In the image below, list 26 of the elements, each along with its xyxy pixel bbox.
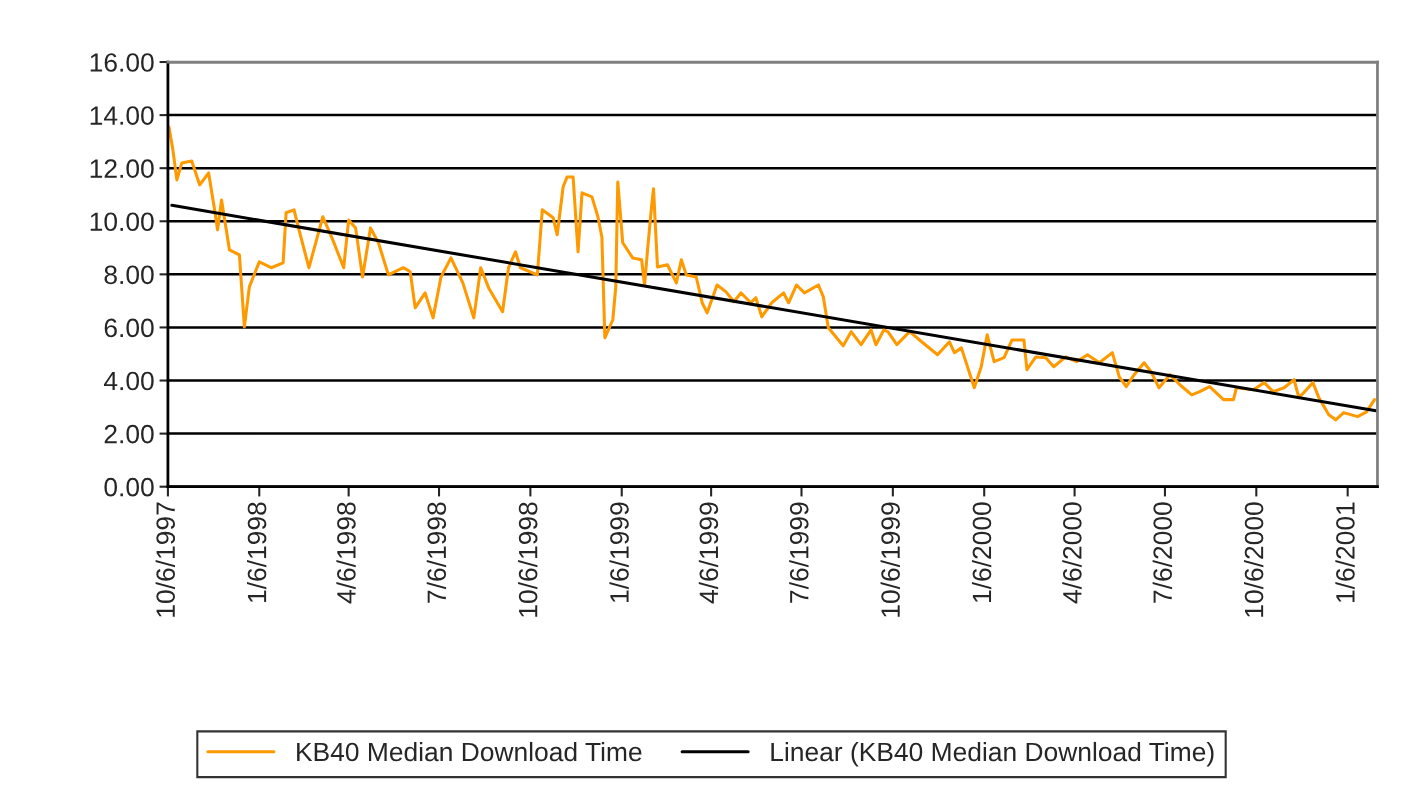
legend-label: Linear (KB40 Median Download Time) (771, 741, 1214, 767)
line-series (167, 125, 1377, 422)
x-tick-label: 1/6/2001 (1335, 502, 1355, 602)
x-tick-label: 7/6/1999 (789, 502, 809, 603)
y-tick-label: 8.00 (104, 265, 154, 285)
y-tick-label: 14.00 (90, 106, 154, 125)
x-tick-label: 4/6/1999 (698, 502, 719, 604)
y-tick-label: 6.00 (104, 318, 154, 338)
x-tick-label: 1/6/1999 (609, 502, 629, 602)
x-tick-label: 1/6/1998 (246, 502, 267, 602)
x-tick-label: 7/6/2000 (1152, 502, 1173, 603)
x-tick-label: 10/6/1997 (155, 502, 175, 617)
x-tick-label: 1/6/2000 (971, 502, 992, 602)
y-tick-label: 0.00 (104, 477, 154, 497)
x-tick-label: 10/6/2000 (1244, 502, 1264, 617)
x-tick-label: 7/6/1998 (426, 502, 447, 603)
x-tick-label: 4/6/2000 (1062, 502, 1082, 604)
x-tick-label: 4/6/1998 (336, 502, 356, 604)
y-tick-label: 10.00 (90, 212, 154, 232)
y-tick-label: 16.00 (90, 53, 154, 72)
x-tick-label: 10/6/1998 (518, 502, 538, 617)
legend-label: KB40 Median Download Time (297, 741, 642, 762)
y-tick-label: 2.00 (104, 424, 154, 444)
y-tick-label: 12.00 (90, 159, 154, 179)
y-tick-label: 4.00 (103, 371, 154, 391)
x-tick-label: 10/6/1999 (880, 502, 900, 617)
